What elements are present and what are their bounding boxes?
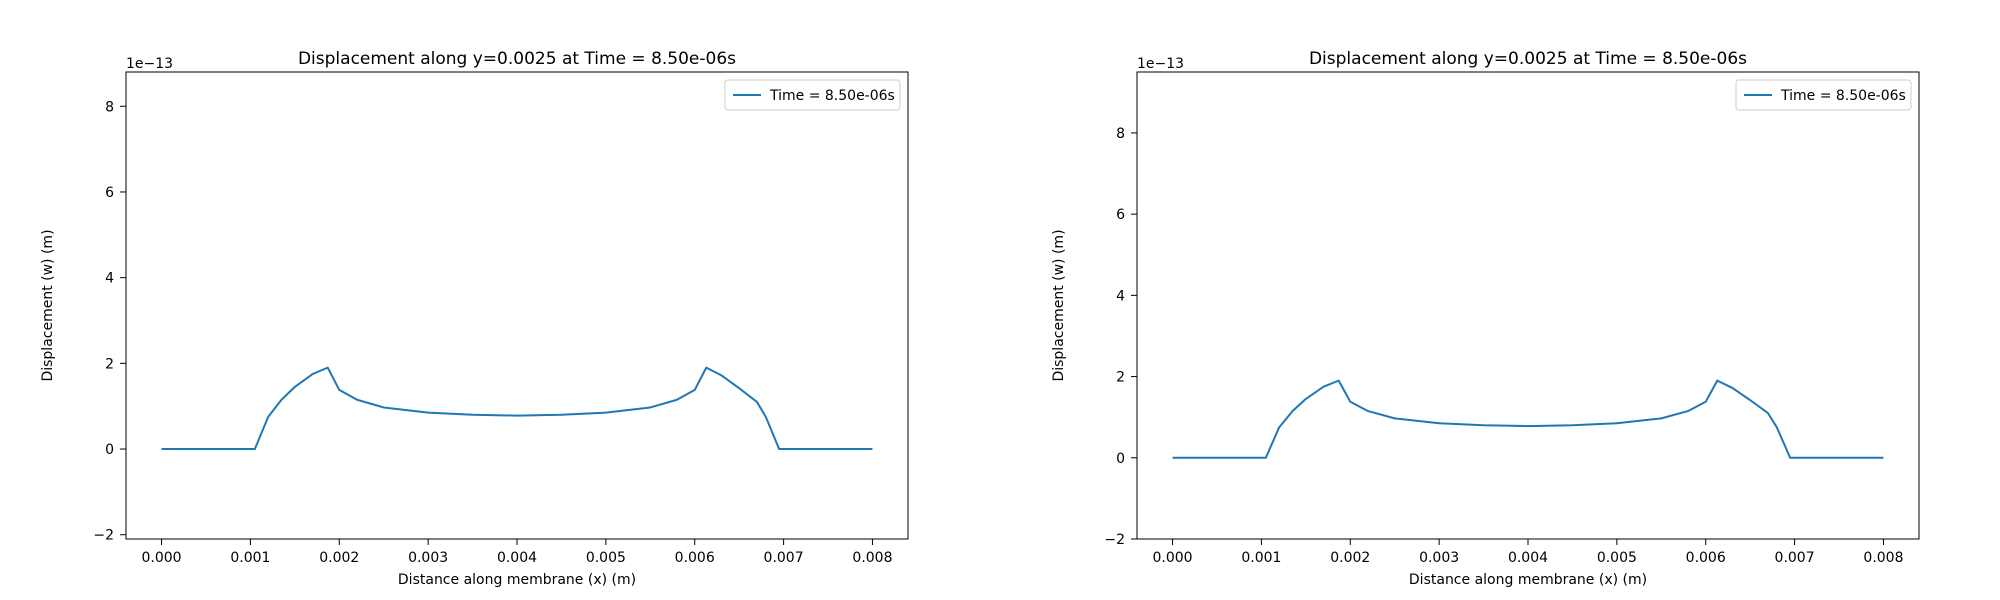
y-scale-label: 1e−13: [1137, 56, 1184, 72]
x-axis-label: Distance along membrane (x) (m): [398, 572, 636, 588]
x-tick-label: 0.007: [1775, 550, 1815, 566]
x-tick-label: 0.002: [319, 550, 359, 566]
chart-title: Displacement along y=0.0025 at Time = 8.…: [298, 49, 736, 69]
x-tick-label: 0.001: [230, 550, 270, 566]
x-tick-label: 0.005: [1597, 550, 1637, 566]
legend-label: Time = 8.50e-06s: [769, 88, 895, 104]
x-tick-label: 0.003: [408, 550, 448, 566]
y-tick-label: −2: [93, 528, 114, 544]
x-tick-label: 0.007: [764, 550, 804, 566]
y-tick-label: 0: [105, 442, 114, 458]
series-line: [1172, 379, 1884, 459]
y-tick-label: 4: [105, 271, 114, 287]
y-axis-label: Displacement (w) (m): [40, 229, 56, 381]
y-tick-label: 6: [1116, 207, 1125, 223]
x-tick-label: 0.008: [1863, 550, 1903, 566]
y-tick-label: −2: [1104, 532, 1125, 548]
y-tick-label: 4: [1116, 288, 1125, 304]
y-tick-label: 6: [105, 185, 114, 201]
y-tick-label: 2: [1116, 370, 1125, 386]
y-scale-label: 1e−13: [126, 56, 173, 72]
x-tick-label: 0.002: [1330, 550, 1370, 566]
y-tick-label: 0: [1116, 451, 1125, 467]
x-tick-label: 0.006: [1686, 550, 1726, 566]
axes-frame: [1136, 71, 1920, 540]
x-tick-label: 0.005: [586, 550, 626, 566]
y-axis-label: Displacement (w) (m): [1051, 229, 1067, 381]
x-tick-label: 0.004: [1508, 550, 1548, 566]
y-tick-label: 8: [1116, 126, 1125, 142]
x-tick-label: 0.001: [1241, 550, 1281, 566]
x-tick-label: 0.004: [497, 550, 537, 566]
x-tick-label: 0.008: [852, 550, 892, 566]
axes-frame: [125, 71, 909, 540]
chart-right: Displacement along y=0.0025 at Time = 8.…: [1051, 49, 1920, 588]
chart-left: Displacement along y=0.0025 at Time = 8.…: [40, 49, 909, 588]
legend-label: Time = 8.50e-06s: [1780, 88, 1906, 104]
legend-box: [1735, 79, 1912, 111]
x-axis-label: Distance along membrane (x) (m): [1409, 572, 1647, 588]
x-tick-label: 0.000: [141, 550, 181, 566]
series-line: [161, 366, 873, 451]
y-tick-label: 2: [105, 356, 114, 372]
x-tick-label: 0.006: [675, 550, 715, 566]
legend-box: [724, 79, 901, 111]
chart-title: Displacement along y=0.0025 at Time = 8.…: [1309, 49, 1747, 69]
y-tick-label: 8: [105, 99, 114, 115]
x-tick-label: 0.000: [1152, 550, 1192, 566]
x-tick-label: 0.003: [1419, 550, 1459, 566]
